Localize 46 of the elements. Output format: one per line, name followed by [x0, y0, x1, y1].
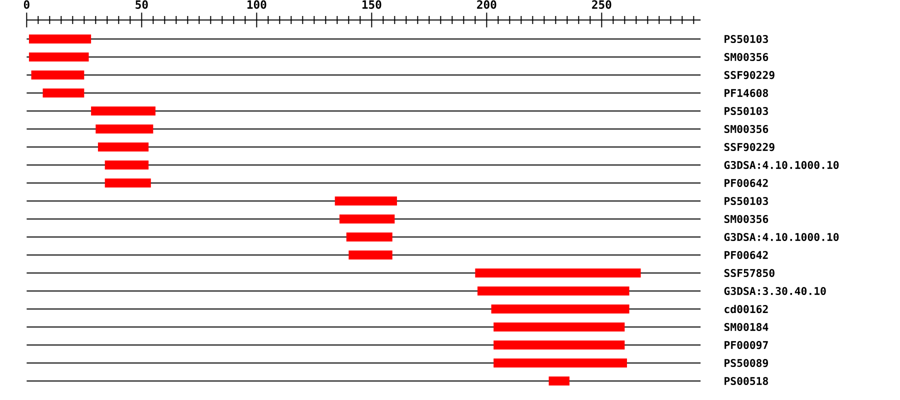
bar	[491, 304, 630, 314]
bar	[104, 178, 151, 188]
y-tick-label: PS50103	[724, 106, 768, 116]
y-tick-label: PS50103	[724, 196, 768, 206]
y-tick-label: PS50089	[724, 358, 768, 368]
x-tick-label: 0	[24, 0, 30, 9]
y-tick-label: PF00097	[724, 340, 768, 350]
x-tick-label: 150	[362, 0, 382, 9]
y-tick-label: SM00356	[724, 124, 768, 134]
y-tick-label: G3DSA:4.10.1000.10	[724, 160, 839, 170]
bar	[28, 34, 92, 44]
bar	[494, 340, 625, 350]
y-tick-label: PS50103	[724, 34, 768, 44]
y-tick-label: PF00642	[724, 178, 768, 188]
x-tick-label: 250	[592, 0, 612, 9]
x-tick-label: 200	[477, 0, 496, 9]
y-tick-label: PS00518	[724, 376, 768, 386]
bar	[98, 142, 149, 152]
bar	[494, 322, 625, 332]
bar	[42, 88, 84, 98]
y-tick-label: SM00184	[724, 322, 768, 332]
bar	[339, 214, 395, 224]
bar	[31, 70, 84, 80]
bar	[91, 106, 156, 116]
y-tick-label: SSF57850	[724, 268, 774, 278]
y-tick-label: PF00642	[724, 250, 768, 260]
y-tick-label: cd00162	[724, 304, 768, 314]
y-tick-label: PF14608	[724, 88, 768, 98]
bar	[346, 232, 392, 242]
y-tick-label: SSF90229	[724, 142, 774, 152]
y-tick-label: SM00356	[724, 52, 768, 62]
x-tick-label: 100	[247, 0, 266, 9]
y-tick-label: SSF90229	[724, 70, 774, 80]
bar	[548, 376, 570, 386]
bar	[475, 268, 641, 278]
bar	[494, 358, 627, 368]
bar	[348, 250, 392, 260]
bar	[477, 286, 630, 296]
bar	[334, 196, 397, 206]
y-tick-label: G3DSA:4.10.1000.10	[724, 232, 839, 242]
bar	[96, 124, 154, 134]
x-tick-label: 50	[136, 0, 148, 9]
y-tick-label: G3DSA:3.30.40.10	[724, 286, 826, 296]
y-tick-label: SM00356	[724, 214, 768, 224]
bar	[104, 160, 149, 170]
bar	[28, 52, 89, 62]
